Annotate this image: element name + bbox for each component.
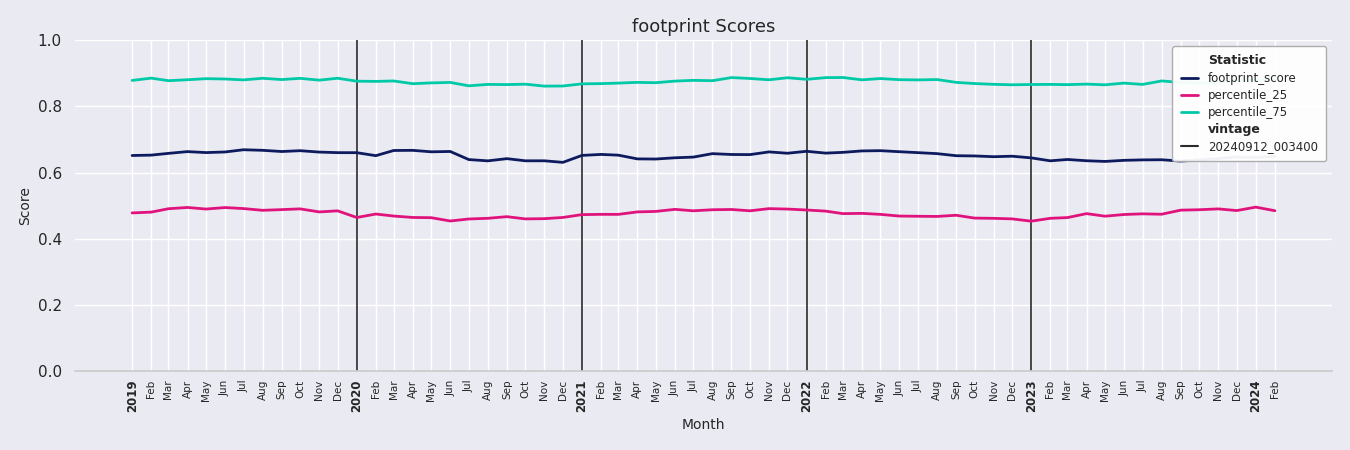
- Line: percentile_75: percentile_75: [132, 77, 1274, 86]
- Title: footprint Scores: footprint Scores: [632, 18, 775, 36]
- X-axis label: Month: Month: [682, 418, 725, 432]
- Y-axis label: Score: Score: [18, 186, 32, 225]
- Line: percentile_25: percentile_25: [132, 207, 1274, 221]
- Line: footprint_score: footprint_score: [132, 150, 1274, 162]
- Legend: Statistic, footprint_score, percentile_25, percentile_75, vintage, 20240912_0034: Statistic, footprint_score, percentile_2…: [1172, 46, 1326, 162]
